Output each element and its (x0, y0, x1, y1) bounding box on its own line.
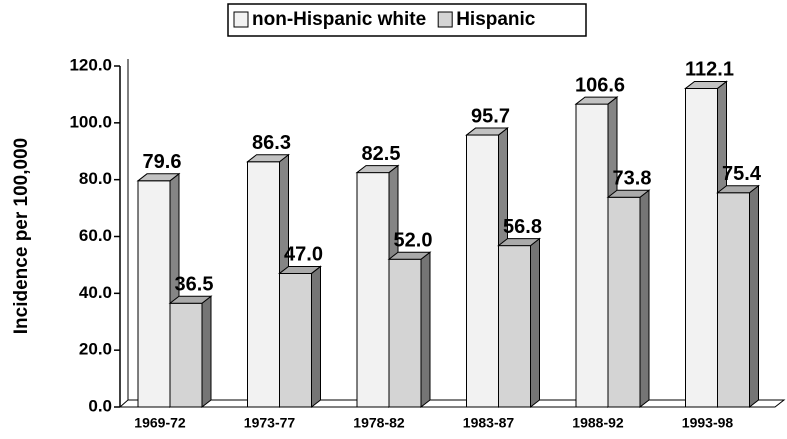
bar-top (684, 80, 728, 89)
bar-side (639, 189, 650, 409)
value-label: 106.6 (575, 74, 625, 96)
bar (387, 251, 432, 409)
y-tick-label: 0.0 (88, 396, 112, 415)
x-tick-label: 1983-87 (463, 415, 515, 431)
bar (168, 295, 213, 409)
x-tick-label: 1973-77 (244, 415, 296, 431)
bar-top (606, 189, 651, 198)
value-label: 82.5 (362, 143, 401, 165)
bar-top (168, 295, 213, 304)
y-tick-label: 120.0 (69, 55, 112, 74)
bar-front (279, 272, 312, 408)
legend-label: non-Hispanic white (252, 9, 426, 30)
value-label: 75.4 (722, 163, 762, 185)
y-tick-label: 20.0 (79, 340, 112, 359)
value-label: 79.6 (143, 151, 182, 173)
value-label: 52.0 (394, 230, 433, 252)
bar-top (136, 173, 181, 182)
value-label: 73.8 (613, 168, 652, 190)
y-axis-title: Incidence per 100,000 (11, 138, 32, 334)
value-label: 36.5 (175, 274, 214, 296)
bar (497, 237, 541, 409)
x-tick-label: 1988-92 (572, 415, 624, 431)
x-tick-label: 1993-98 (682, 415, 734, 431)
y-tick-label: 100.0 (69, 112, 112, 131)
bar-top (278, 265, 322, 274)
bar-side (530, 237, 540, 409)
legend-swatch (437, 11, 453, 28)
x-tick-label: 1969-72 (134, 415, 186, 431)
value-label: 86.3 (252, 132, 291, 154)
bar-front (247, 161, 280, 408)
floor (118, 399, 786, 408)
bar (136, 172, 181, 409)
bar-front (356, 172, 390, 408)
bar-front (388, 258, 422, 408)
bar-front (717, 192, 750, 408)
bar-front (607, 196, 641, 408)
bar-top (355, 165, 400, 174)
value-label: 95.7 (471, 105, 510, 127)
y-tick-label: 80.0 (79, 169, 112, 188)
bar-front (466, 134, 499, 408)
bar-top (574, 96, 619, 105)
bar-front (137, 180, 171, 408)
bar-side (749, 184, 759, 409)
legend-box (227, 3, 587, 37)
bar-top (246, 154, 290, 163)
bar-side (311, 265, 321, 409)
bar-front (169, 302, 203, 408)
x-tick-label: 1978-82 (353, 415, 405, 431)
bar-top (716, 185, 760, 194)
bar (278, 265, 322, 409)
y-tick-label: 40.0 (79, 283, 112, 302)
legend-swatch (233, 11, 249, 28)
legend-label: Hispanic (456, 9, 536, 30)
bar-side (201, 295, 212, 409)
bar-front (685, 87, 718, 408)
value-label: 47.0 (284, 244, 323, 266)
value-label: 56.8 (503, 216, 542, 238)
value-label: 112.1 (685, 59, 734, 81)
bar-top (497, 238, 541, 247)
bar-front (575, 103, 609, 408)
bar-front (498, 245, 531, 408)
bar (606, 189, 651, 409)
bar-top (465, 127, 509, 136)
bar (716, 184, 760, 409)
y-tick-label: 60.0 (79, 226, 112, 245)
bar-side (420, 251, 431, 409)
bar-top (387, 251, 432, 260)
